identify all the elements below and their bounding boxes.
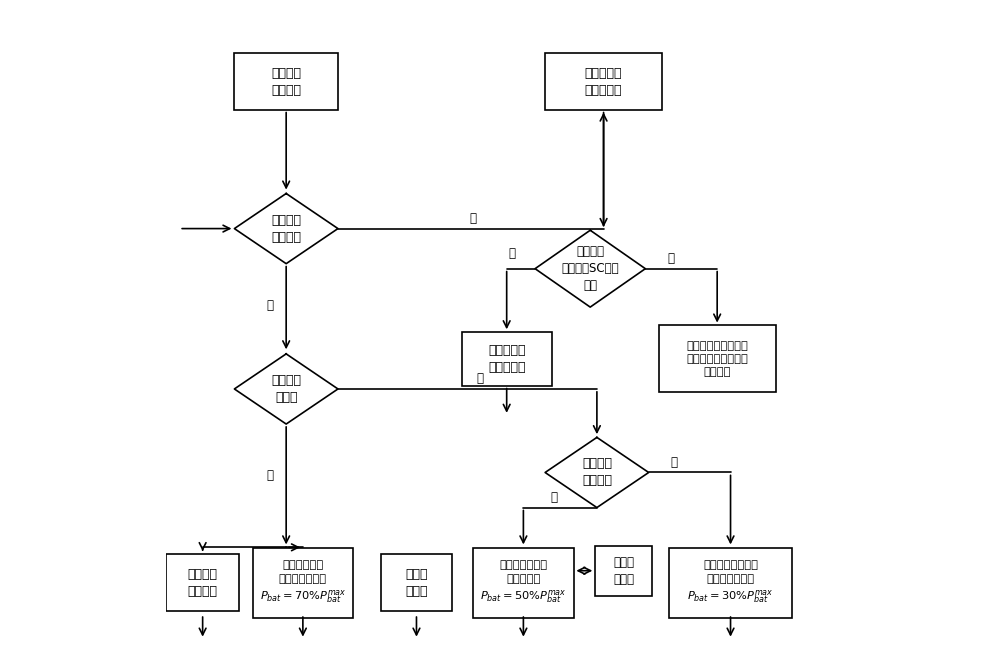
Text: 超级电容单
独回收模式: 超级电容单 独回收模式 (488, 344, 525, 374)
Text: 是: 是 (550, 491, 557, 505)
Polygon shape (234, 193, 338, 264)
Text: 需求功率
是否小: 需求功率 是否小 (271, 374, 301, 404)
Text: 否: 否 (509, 248, 516, 260)
Text: 功率滞
环控制: 功率滞 环控制 (613, 556, 634, 586)
Text: 复合电源
开始工作: 复合电源 开始工作 (271, 66, 301, 97)
FancyBboxPatch shape (234, 53, 338, 110)
Text: 是: 是 (266, 299, 273, 312)
Text: 是: 是 (668, 252, 675, 265)
Text: 需求功率
是否中等: 需求功率 是否中等 (582, 458, 612, 488)
Text: 制动能量
是否超过SC回收
上限: 制动能量 是否超过SC回收 上限 (561, 245, 619, 292)
Text: 否: 否 (470, 212, 477, 225)
FancyBboxPatch shape (545, 53, 662, 110)
FancyBboxPatch shape (595, 546, 652, 596)
Text: 行车充
电模式: 行车充 电模式 (405, 568, 428, 598)
FancyBboxPatch shape (669, 548, 792, 618)
Polygon shape (234, 354, 338, 424)
Text: 是: 是 (266, 469, 273, 482)
Text: 辅助升压电路
对超级电容升压
$P_{bat}=70\%P_{bat}^{max}$: 辅助升压电路 对超级电容升压 $P_{bat}=70\%P_{bat}^{max… (260, 560, 346, 605)
FancyBboxPatch shape (253, 548, 353, 618)
FancyBboxPatch shape (473, 548, 574, 618)
Text: 电池单独
输出模式: 电池单独 输出模式 (188, 568, 218, 598)
FancyBboxPatch shape (166, 554, 239, 611)
Text: 否: 否 (476, 372, 483, 385)
Text: 共同回收模式，超出
能量经主升压电路给
电池充电: 共同回收模式，超出 能量经主升压电路给 电池充电 (686, 341, 748, 377)
Text: 需求功率
是否为正: 需求功率 是否为正 (271, 213, 301, 244)
Text: 主升压电路对超
级电容升压
$P_{bat}=50\%P_{bat}^{max}$: 主升压电路对超 级电容升压 $P_{bat}=50\%P_{bat}^{max}… (480, 560, 567, 605)
FancyBboxPatch shape (462, 332, 552, 386)
FancyBboxPatch shape (659, 325, 776, 393)
Text: 主辅升压电路共同
对超级电容升压
$P_{bat}=30\%P_{bat}^{max}$: 主辅升压电路共同 对超级电容升压 $P_{bat}=30\%P_{bat}^{m… (687, 560, 774, 605)
Text: 复合电源再
生制动方案: 复合电源再 生制动方案 (585, 66, 622, 97)
Polygon shape (545, 437, 649, 507)
Polygon shape (535, 230, 645, 307)
FancyBboxPatch shape (381, 554, 452, 611)
Text: 否: 否 (670, 456, 677, 469)
